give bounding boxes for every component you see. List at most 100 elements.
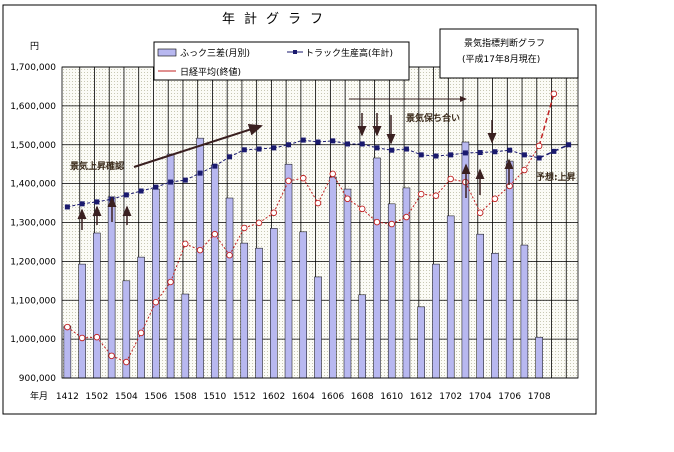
y-tick-label: 1,400,000 (10, 180, 56, 190)
nikkei-point (182, 240, 189, 248)
nikkei-line-segment (494, 185, 510, 200)
nikkei-line-segment (317, 173, 334, 204)
truck-point (507, 147, 513, 153)
nikkei-point (255, 219, 263, 227)
bar (93, 232, 101, 379)
legend-label-truck: トラック生産高(年計) (305, 47, 393, 59)
x-tick-label: 1702 (439, 392, 462, 402)
nikkei-line-segment (67, 326, 83, 339)
bar (284, 163, 293, 379)
truck-point (418, 152, 424, 158)
nikkei-line-segment (361, 208, 378, 223)
nikkei-line-segment (214, 233, 230, 256)
nikkei-point (196, 246, 204, 254)
bar (417, 306, 425, 379)
truck-point (536, 155, 542, 161)
y-tick-label: 900,000 (19, 374, 56, 384)
nikkei-point (211, 230, 219, 238)
nikkei-point (403, 213, 410, 221)
nikkei-line-segment (464, 181, 481, 213)
nikkei-point (447, 175, 454, 183)
truck-point (492, 149, 498, 155)
nikkei-line-segment (347, 198, 363, 210)
nikkei-point (373, 218, 381, 226)
nikkei-point (388, 220, 395, 228)
nikkei-line-segment (479, 198, 496, 214)
truck-point (212, 163, 218, 169)
truck-point (227, 154, 233, 160)
bar (181, 293, 190, 379)
bar (137, 256, 145, 379)
legend-label-bar: ふっク三差(月別) (180, 47, 250, 59)
nikkei-point (417, 190, 425, 198)
x-tick-label: 1512 (233, 392, 256, 402)
truck-point (551, 148, 557, 154)
truck-point (300, 137, 306, 143)
bar (491, 252, 499, 379)
truck-point (197, 170, 203, 176)
nikkei-point (78, 334, 86, 342)
nikkei-point (491, 195, 499, 203)
nikkei-line-segment (140, 301, 157, 334)
legend-label-nikkei: 日経平均(終値) (180, 66, 241, 78)
bar (63, 325, 72, 379)
chart-title: 年計グラフ (222, 11, 332, 27)
bar (166, 153, 175, 379)
trend-arrow-rise (133, 123, 263, 168)
bar (535, 336, 543, 379)
nikkei-line-segment (170, 243, 186, 283)
truck-point (374, 145, 380, 151)
truck-point (448, 152, 454, 158)
truck-point (433, 153, 439, 159)
y-tick-label: 1,600,000 (10, 102, 56, 112)
nikkei-point (314, 199, 322, 207)
nikkei-point (432, 192, 440, 199)
nikkei-point (226, 251, 233, 259)
nikkei-line-segment (538, 93, 555, 147)
nikkei-point (152, 298, 160, 306)
nikkei-point (123, 358, 130, 366)
nikkei-line-segment (406, 193, 422, 218)
truck-point (182, 177, 188, 183)
y-tick-label: 1,300,000 (10, 219, 56, 229)
bar (152, 188, 160, 379)
truck-point (138, 188, 144, 194)
y-tick-label: 1,200,000 (10, 257, 56, 267)
x-tick-label: 1504 (115, 392, 138, 402)
y-axis-unit: 円 (30, 41, 39, 52)
legend: ふっク三差(月別) トラック生産高(年計) 日経平均(終値) (153, 41, 410, 81)
y-tick-label: 1,000,000 (10, 335, 56, 345)
annotation-flat: 景気保ち合い (406, 112, 460, 124)
nikkei-point (521, 166, 528, 174)
truck-point (359, 141, 365, 147)
nikkei-point (137, 329, 145, 337)
x-tick-label: 1704 (469, 392, 492, 402)
truck-point (566, 142, 572, 148)
y-tick-label: 1,500,000 (10, 141, 56, 151)
nikkei-point (270, 209, 278, 217)
bar (299, 231, 308, 379)
truck-point (94, 199, 100, 205)
bar (358, 294, 366, 379)
bar (432, 263, 440, 379)
x-tick-label: 1506 (144, 392, 167, 402)
bar (328, 176, 337, 379)
bar (240, 242, 249, 379)
bar (505, 160, 514, 379)
bar (78, 263, 86, 379)
annotation-rise: 景気上昇確認 (70, 160, 124, 172)
info-box-line2: (平成17年8月現在) (462, 53, 540, 65)
annotation-forecast: 予想:上昇 (536, 171, 576, 183)
x-tick-label: 1606 (321, 392, 344, 402)
nikkei-point (300, 174, 307, 182)
truck-point (477, 150, 483, 156)
truck-point (79, 201, 85, 207)
nikkei-point (93, 333, 101, 341)
x-tick-label: 1708 (528, 392, 551, 402)
bar (211, 164, 219, 379)
truck-point (521, 152, 527, 158)
truck-point (241, 147, 247, 153)
nikkei-line-segment (229, 227, 245, 256)
x-tick-label: 1502 (85, 392, 108, 402)
